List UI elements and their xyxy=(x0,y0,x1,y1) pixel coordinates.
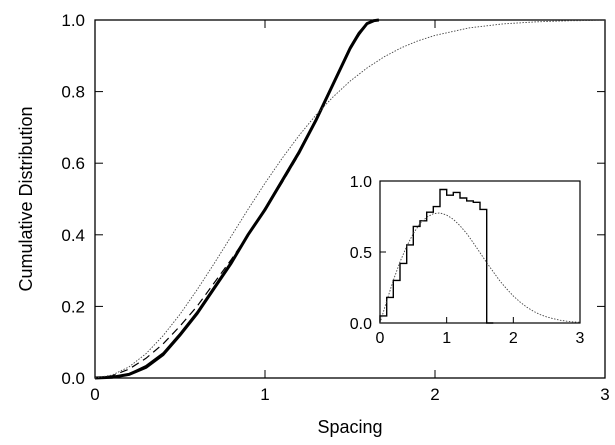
series-line-1 xyxy=(94,18,380,380)
inset-histogram-bin xyxy=(460,198,467,323)
x-tick-label: 3 xyxy=(600,385,609,404)
inset-histogram-bin xyxy=(400,263,407,323)
inset-histogram-bin xyxy=(480,209,487,323)
y-tick-label: 0.2 xyxy=(61,297,85,316)
y-tick-label: 0.8 xyxy=(61,83,85,102)
inset-histogram-bin xyxy=(473,202,480,323)
inset-histogram-bin xyxy=(427,212,434,323)
inset-histogram-bin xyxy=(453,192,460,323)
inset-histogram xyxy=(379,188,494,324)
inset-histogram-bin xyxy=(440,190,447,323)
x-tick-label: 1 xyxy=(260,385,269,404)
inset-histogram-bin xyxy=(433,207,440,323)
y-tick-label: 0.6 xyxy=(61,154,85,173)
inset-histogram-bin xyxy=(447,195,454,323)
inset-plot: 0 1 2 3 0.0 0.5 1.0 xyxy=(350,174,585,347)
x-axis-title: Spacing xyxy=(317,417,382,437)
inset-histogram-bin xyxy=(420,221,427,323)
y-tick-label: 0.0 xyxy=(61,369,85,388)
y-tick-label: 0.4 xyxy=(61,226,85,245)
inset-x-tick-label: 1 xyxy=(442,330,451,347)
inset-y-tick-label: 0.0 xyxy=(350,316,372,333)
plot-frame xyxy=(94,19,606,379)
x-tick-label: 2 xyxy=(430,385,439,404)
x-tick-label: 0 xyxy=(90,385,99,404)
series-line-4 xyxy=(94,19,606,379)
inset-curve xyxy=(379,212,581,324)
inset-histogram-bin xyxy=(393,280,400,323)
y-axis-title: Cumulative Distribution xyxy=(16,106,36,291)
series-line-2 xyxy=(94,19,376,379)
inset-y-tick-label: 1.0 xyxy=(350,174,372,191)
inset-histogram-bin xyxy=(413,226,420,323)
series-line-3 xyxy=(94,19,376,379)
inset-histogram-bin xyxy=(467,201,474,323)
main-plot: 0 1 2 3 0.0 0.2 0.4 0.6 0.8 1.0 xyxy=(61,11,609,404)
inset-x-tick-label: 2 xyxy=(509,330,518,347)
inset-y-tick-label: 0.5 xyxy=(350,245,372,262)
inset-histogram-bin xyxy=(387,297,394,323)
inset-x-tick-label: 0 xyxy=(376,330,385,347)
y-tick-label: 1.0 xyxy=(61,11,85,30)
inset-x-tick-label: 3 xyxy=(576,330,585,347)
inset-histogram-bin xyxy=(407,245,414,323)
